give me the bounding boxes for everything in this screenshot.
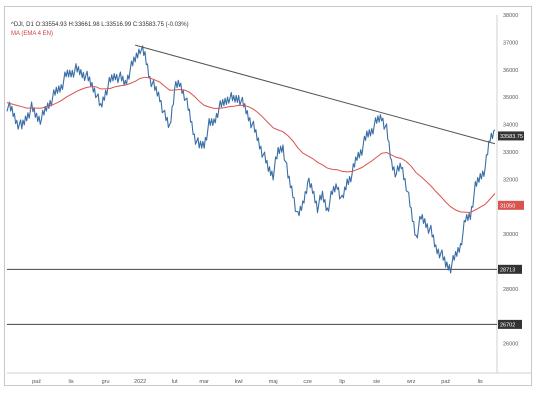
moving-average-line [6,76,496,213]
y-tick-label: 28000 [503,287,518,293]
x-tick-label: lip [339,379,345,385]
x-tick-label: lis [478,379,483,385]
x-tick-label: sie [373,379,380,385]
trendline [135,44,496,145]
y-tick-label: 38000 [503,13,518,19]
x-tick-label: lis [68,379,73,385]
x-tick-label: lut [172,379,178,385]
x-tick-label: wrz [406,379,416,385]
x-tick-label: gru [102,379,110,385]
ma-legend: MA (EMA 4 EN) [11,31,54,37]
x-tick-label: mar [199,379,209,385]
y-tick-label: 35000 [503,95,518,101]
x-tick-label: cze [303,379,312,385]
price-tag [498,131,524,141]
y-tick-label: 32000 [503,177,518,183]
support-line-tag [498,319,522,329]
y-tick-label: 37000 [503,40,518,46]
price-series-line [6,45,496,274]
x-tick-label: paź [32,379,41,385]
support-line-label: 28713 [500,267,515,273]
x-tick-label: kwi [235,379,243,385]
x-tick-label: paź [441,379,450,385]
y-tick-label: 36000 [503,68,518,74]
x-tick-label: 2022 [134,379,146,385]
price-chart: 26000 28000 30000 32000 33000 34000 35000 36000… [6,13,531,385]
x-tick-label: maj [269,379,278,385]
price-tag [498,200,524,210]
y-tick-label: 30000 [503,232,518,238]
y-tick-label: 34000 [503,123,518,129]
price-tag-label: 31050 [500,203,515,209]
support-line-tag [498,264,522,274]
y-tick-label: 26000 [503,342,518,348]
chart-frame: 26000 28000 30000 32000 33000 34000 35000 36000… [4,6,532,386]
y-tick-label: 33000 [503,150,518,156]
support-line-label: 26702 [500,322,515,328]
price-tag-label: 33583.75 [500,134,523,140]
ohlc-legend: ^DJI, D1 O:33554.93 H:33661.98 L:33516.9… [11,22,189,28]
